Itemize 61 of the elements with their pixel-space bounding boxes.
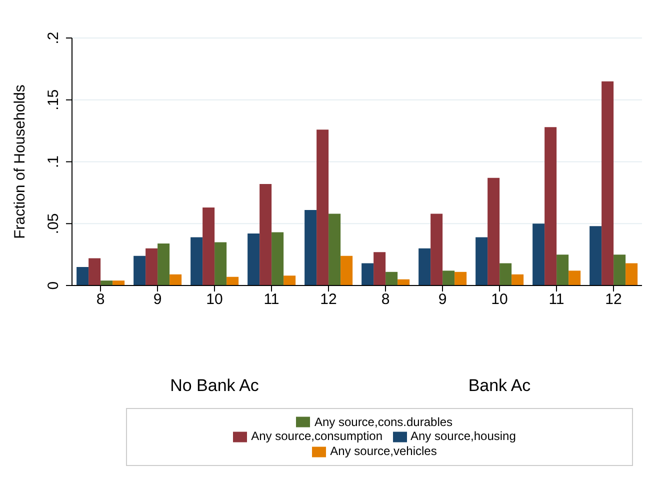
bar <box>226 276 239 286</box>
y-tick-label: .05 <box>45 213 62 234</box>
x-tick-label: 12 <box>320 291 337 308</box>
bar <box>544 127 557 286</box>
bar <box>568 270 581 286</box>
bar <box>340 256 353 286</box>
bar <box>556 254 569 286</box>
bar <box>260 184 272 286</box>
x-tick-label: 9 <box>153 291 162 308</box>
y-tick-label: .2 <box>45 32 62 44</box>
bar <box>112 280 125 286</box>
x-tick-label: 9 <box>438 291 447 308</box>
bar <box>316 130 329 286</box>
bar <box>442 270 455 286</box>
x-tick-label: 8 <box>381 291 390 308</box>
bar <box>146 248 158 286</box>
bar <box>284 276 296 286</box>
bar <box>272 232 284 286</box>
bar <box>328 214 341 286</box>
bar <box>362 263 374 286</box>
bar <box>500 263 512 286</box>
x-tick-label: 11 <box>548 291 564 308</box>
bar <box>614 254 626 286</box>
bar <box>214 242 227 286</box>
legend-label: Any source,consumption <box>251 429 382 444</box>
text: Bank Ac <box>467 376 532 396</box>
bar <box>430 214 443 286</box>
bar <box>202 208 215 286</box>
text: No Bank Ac <box>169 376 260 396</box>
x-tick-label: 8 <box>96 291 105 308</box>
bar <box>248 234 260 286</box>
y-tick-label: 0 <box>45 281 62 290</box>
bar <box>626 263 638 286</box>
x-tick-label: 10 <box>206 291 223 308</box>
bar <box>454 272 467 286</box>
bar <box>476 237 488 286</box>
x-tick-label: 10 <box>491 291 508 308</box>
bar <box>386 272 398 286</box>
bar <box>602 81 614 286</box>
bar <box>134 256 146 286</box>
bar <box>590 226 602 286</box>
bar <box>76 266 89 286</box>
legend-label: Any source,vehicles <box>330 444 437 458</box>
bar <box>418 248 431 286</box>
y-axis-title: Fraction of Households <box>11 84 28 239</box>
bar <box>88 258 101 286</box>
bar <box>488 178 500 286</box>
bar <box>532 224 545 286</box>
bar <box>158 243 170 286</box>
legend-label: Any source,cons.durables <box>314 414 453 429</box>
bar <box>374 252 386 286</box>
bar <box>512 274 524 286</box>
bar <box>170 274 182 286</box>
y-tick-label: .1 <box>45 156 62 168</box>
x-tick-label: 11 <box>264 291 280 308</box>
bar <box>304 210 317 286</box>
bar <box>100 280 113 286</box>
x-tick-label: 12 <box>605 291 622 308</box>
y-tick-label: .15 <box>45 89 62 110</box>
bar <box>190 237 203 286</box>
legend-label: Any source,housing <box>410 429 516 444</box>
